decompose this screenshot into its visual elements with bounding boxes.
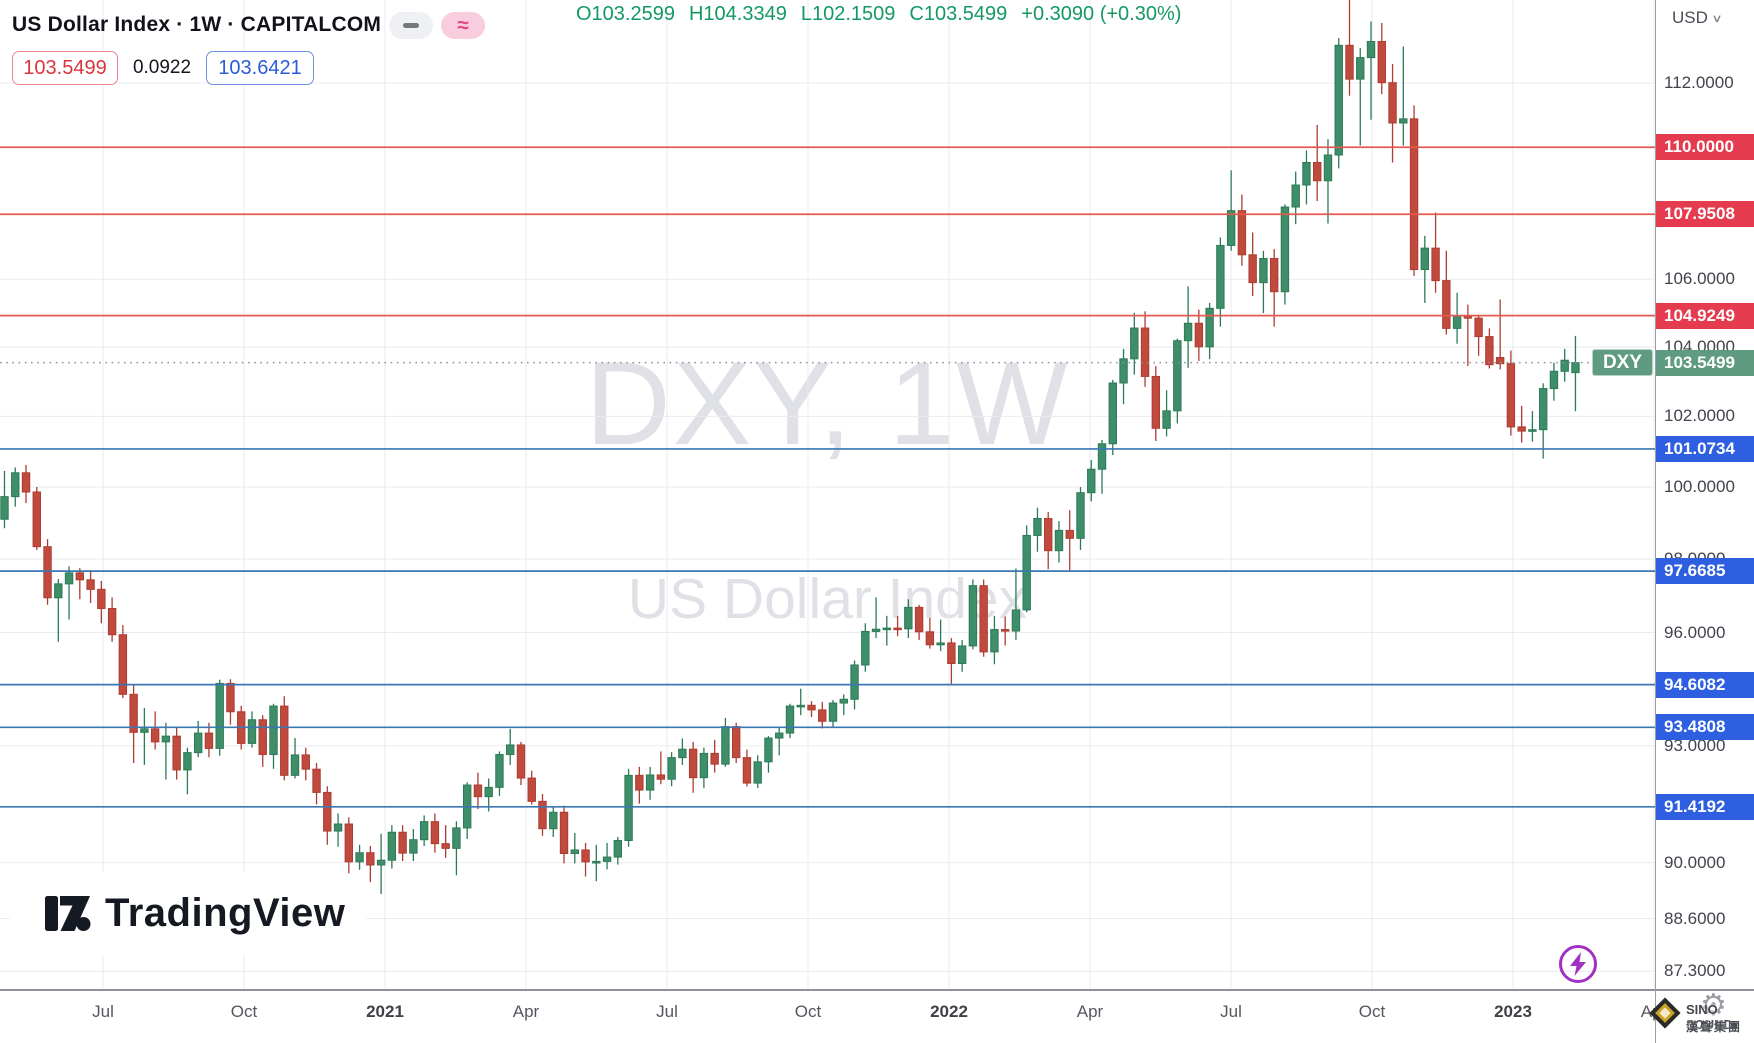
sell-button[interactable]: 103.5499 (12, 51, 118, 85)
price-level-tag-blue: 94.6082 (1656, 671, 1754, 698)
price-axis-label: 106.0000 (1664, 269, 1735, 289)
time-axis-label: Apr (1076, 1002, 1104, 1021)
sino-sound-logo: ⚙ SINO SOUND 漢聲集團 (1648, 989, 1754, 1040)
tradingview-logo-icon (45, 895, 91, 931)
time-axis-border (0, 989, 1754, 991)
price-level-tag-red: 104.9249 (1656, 302, 1754, 329)
price-axis-label: 88.6000 (1664, 908, 1726, 928)
price-axis-label: 90.0000 (1664, 852, 1726, 872)
price-axis-label: 87.3000 (1664, 961, 1726, 981)
brand-text-cn: 漢聲集團 (1686, 1020, 1743, 1034)
ohlc-readout: O103.2599 H104.3349 L102.1509 C103.5499 … (576, 3, 1181, 26)
time-axis-label: Oct (794, 1002, 822, 1021)
symbol-title[interactable]: US Dollar Index · 1W · CAPITALCOM (12, 13, 382, 36)
price-axis[interactable]: USD ∨ 112.0000 106.0000 104.0000 102.0000 10… (1656, 0, 1754, 990)
tradingview-logo[interactable]: TradingView (9, 872, 367, 955)
approx-icon: ≈ (457, 13, 469, 37)
price-axis-label: 102.0000 (1664, 406, 1735, 426)
buy-button[interactable]: 103.6421 (206, 51, 314, 85)
price-level-tag-red: 107.9508 (1656, 201, 1754, 228)
price-level-tag-blue: 97.6685 (1656, 558, 1754, 585)
price-line-symbol-tag: DXY (1592, 349, 1653, 377)
dash-icon (403, 22, 420, 28)
chart-canvas[interactable]: DXY, 1W US Dollar Index DXY (0, 0, 1655, 990)
price-level-tag-blue: 101.0734 (1656, 435, 1754, 462)
price-level-tag-red: 110.0000 (1656, 134, 1754, 161)
price-level-tag-blue: 91.4192 (1656, 793, 1754, 820)
lightning-icon[interactable] (1557, 943, 1599, 985)
time-axis-label: Oct (1358, 1002, 1386, 1021)
time-axis-label: Jul (1220, 1002, 1242, 1021)
time-axis-label: 2023 (1494, 1002, 1532, 1021)
tradingview-logo-text: TradingView (105, 891, 346, 935)
open-value: O103.2599 (576, 3, 675, 25)
wave-indicator-button[interactable]: ≈ (441, 11, 486, 39)
high-value: H104.3349 (688, 3, 787, 25)
time-axis-label: Jul (92, 1002, 114, 1021)
time-axis-label: 2021 (366, 1002, 404, 1021)
legend: US Dollar Index · 1W · CAPITALCOM ≈ 103.… (12, 10, 486, 85)
currency-selector[interactable]: USD ∨ (1672, 8, 1723, 28)
hide-indicator-button[interactable] (389, 11, 434, 39)
low-value: L102.1509 (800, 3, 896, 25)
price-axis-label: 112.0000 (1664, 72, 1734, 92)
close-value: C103.5499 (909, 3, 1008, 25)
price-axis-border (1655, 0, 1656, 1043)
currency-label: USD (1672, 8, 1708, 27)
brand-text: SINO SOUND (1686, 1002, 1733, 1032)
gear-icon: ⚙ (1700, 989, 1727, 1022)
price-axis-label: 93.0000 (1664, 735, 1726, 755)
time-axis-label: Apr (512, 1002, 540, 1021)
time-axis-label: 2022 (930, 1002, 968, 1021)
chevron-down-icon: ∨ (1711, 12, 1723, 25)
time-axis-label: Apr (1640, 1002, 1655, 1021)
time-axis-label: Oct (230, 1002, 258, 1021)
candlestick-plot[interactable] (0, 0, 1655, 990)
price-axis-label: 96.0000 (1664, 622, 1726, 642)
time-axis-label: Jul (656, 1002, 678, 1021)
spread-value: 0.0922 (132, 57, 192, 78)
time-axis[interactable]: Jul Oct 2021 Apr Jul Oct 2022 Apr Jul Oct 2023 Apr (0, 991, 1655, 1043)
price-level-tag-blue: 93.4808 (1656, 714, 1754, 741)
price-axis-label: 100.0000 (1664, 477, 1735, 496)
change-value: +0.3090 (+0.30%) (1021, 3, 1182, 25)
diamond-icon (1649, 997, 1681, 1029)
price-level-tag-green: 103.5499 (1656, 349, 1754, 376)
